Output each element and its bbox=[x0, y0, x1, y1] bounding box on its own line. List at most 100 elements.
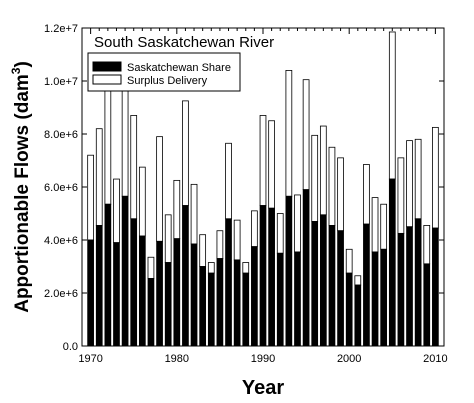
x-tick-label: 2010 bbox=[423, 353, 447, 365]
bar-saskatchewan-share-1977 bbox=[147, 278, 155, 347]
y-tick-label: 8.0e+6 bbox=[44, 129, 78, 141]
bar-surplus-delivery-1991 bbox=[268, 120, 275, 209]
bar-saskatchewan-share-1976 bbox=[138, 235, 146, 347]
bar-surplus-delivery-1995 bbox=[302, 79, 310, 191]
bar-saskatchewan-share-1975 bbox=[130, 218, 138, 347]
bar-saskatchewan-share-2000 bbox=[345, 272, 353, 347]
x-axis-title: Year bbox=[242, 377, 284, 399]
bar-surplus-delivery-2008 bbox=[414, 138, 422, 220]
bar-surplus-delivery-1974 bbox=[121, 85, 129, 197]
y-axis-title-main: Apportionable Flows (dam bbox=[12, 74, 33, 313]
bar-surplus-delivery-2010 bbox=[432, 126, 439, 229]
bar-surplus-delivery-1984 bbox=[207, 262, 215, 274]
bar-surplus-delivery-1970 bbox=[87, 154, 94, 241]
x-axis-ticks: 1970 1980 1990 2000 2010 bbox=[78, 28, 448, 365]
bar-surplus-delivery-1987 bbox=[233, 219, 241, 261]
bar-saskatchewan-share-1998 bbox=[328, 225, 336, 347]
x-tick-label: 2000 bbox=[337, 353, 361, 365]
bar-surplus-delivery-1982 bbox=[190, 183, 198, 245]
bar-surplus-delivery-1977 bbox=[147, 256, 155, 279]
bar-surplus-delivery-1978 bbox=[156, 136, 163, 242]
bar-surplus-delivery-1975 bbox=[130, 115, 138, 220]
y-axis-title-end: ) bbox=[12, 61, 33, 67]
bar-surplus-delivery-1972 bbox=[104, 85, 112, 205]
y-tick-label: 0.0 bbox=[63, 341, 78, 353]
bar-surplus-delivery-1986 bbox=[225, 142, 232, 220]
bar-saskatchewan-share-1990 bbox=[259, 205, 267, 347]
bar-saskatchewan-share-2004 bbox=[380, 248, 388, 347]
bar-saskatchewan-share-1984 bbox=[207, 272, 215, 347]
bar-surplus-delivery-1990 bbox=[259, 115, 267, 206]
y-tick-label: 1.0e+7 bbox=[44, 76, 78, 88]
bar-surplus-delivery-1989 bbox=[251, 210, 258, 248]
bar-saskatchewan-share-2006 bbox=[397, 232, 405, 347]
bar-saskatchewan-share-1972 bbox=[104, 203, 112, 347]
bar-saskatchewan-share-1987 bbox=[233, 259, 241, 347]
bar-surplus-delivery-1996 bbox=[311, 134, 319, 222]
bar-saskatchewan-share-1973 bbox=[113, 242, 120, 347]
y-tick-label: 1.2e+7 bbox=[44, 23, 78, 35]
bar-saskatchewan-share-1986 bbox=[225, 218, 232, 347]
y-axis-title: Apportionable Flows (dam3) bbox=[9, 61, 33, 313]
bar-saskatchewan-share-1999 bbox=[337, 230, 344, 347]
bar-surplus-delivery-1994 bbox=[294, 194, 301, 253]
bar-surplus-delivery-1976 bbox=[138, 166, 146, 237]
bar-surplus-delivery-1997 bbox=[319, 125, 327, 216]
bar-surplus-delivery-2007 bbox=[406, 140, 413, 228]
y-tick-label: 2.0e+6 bbox=[44, 288, 78, 300]
bar-surplus-delivery-1985 bbox=[216, 230, 224, 259]
y-tick-label: 6.0e+6 bbox=[44, 182, 78, 194]
bar-surplus-delivery-2006 bbox=[397, 157, 405, 234]
bar-saskatchewan-share-1981 bbox=[182, 205, 189, 347]
bar-saskatchewan-share-1983 bbox=[199, 266, 207, 347]
legend-label-surplus-delivery: Surplus Delivery bbox=[127, 75, 208, 87]
y-axis-title-superscript: 3 bbox=[9, 67, 23, 74]
x-tick-label: 1990 bbox=[251, 353, 275, 365]
bar-surplus-delivery-1980 bbox=[173, 179, 181, 240]
bar-surplus-delivery-1998 bbox=[328, 146, 336, 226]
bar-surplus-delivery-1999 bbox=[337, 157, 344, 232]
legend-box bbox=[87, 52, 241, 92]
y-axis-ticks: 0.0 2.0e+6 4.0e+6 6.0e+6 8.0e+6 1.0e+7 1.2e+7 bbox=[44, 23, 444, 353]
bar-saskatchewan-share-2007 bbox=[406, 226, 413, 347]
bar-surplus-delivery-2003 bbox=[371, 197, 379, 253]
bar-saskatchewan-share-1991 bbox=[268, 207, 275, 347]
bar-saskatchewan-share-1988 bbox=[242, 272, 250, 347]
bar-saskatchewan-share-1980 bbox=[173, 238, 181, 347]
bar-saskatchewan-share-1979 bbox=[164, 262, 172, 347]
bar-saskatchewan-share-2002 bbox=[363, 223, 370, 347]
bar-surplus-delivery-1981 bbox=[182, 100, 189, 206]
y-tick-label: 4.0e+6 bbox=[44, 235, 78, 247]
bar-saskatchewan-share-1982 bbox=[190, 243, 198, 347]
x-tick-label: 1970 bbox=[78, 353, 102, 365]
bar-surplus-delivery-1973 bbox=[113, 178, 120, 244]
bar-saskatchewan-share-1989 bbox=[251, 246, 258, 347]
bar-surplus-delivery-1993 bbox=[285, 70, 293, 197]
bar-saskatchewan-share-1996 bbox=[311, 221, 319, 347]
bar-saskatchewan-share-1985 bbox=[216, 258, 224, 347]
bar-saskatchewan-share-2003 bbox=[371, 251, 379, 347]
legend-swatch-surplus-delivery bbox=[92, 74, 122, 85]
bar-saskatchewan-share-1974 bbox=[121, 195, 129, 347]
bar-surplus-delivery-1979 bbox=[164, 214, 172, 263]
bar-surplus-delivery-2001 bbox=[354, 275, 362, 286]
bar-saskatchewan-share-2010 bbox=[432, 227, 439, 347]
bar-surplus-delivery-2004 bbox=[380, 203, 388, 250]
bar-surplus-delivery-2009 bbox=[423, 225, 431, 265]
bar-surplus-delivery-1988 bbox=[242, 262, 250, 274]
bar-surplus-delivery-1971 bbox=[95, 128, 103, 226]
bar-saskatchewan-share-1997 bbox=[319, 214, 327, 347]
legend-swatch-saskatchewan-share bbox=[92, 61, 122, 72]
bar-saskatchewan-share-2009 bbox=[423, 263, 431, 347]
bar-saskatchewan-share-1978 bbox=[156, 240, 163, 347]
bar-saskatchewan-share-1994 bbox=[294, 251, 301, 347]
x-tick-label: 1980 bbox=[165, 353, 189, 365]
bar-saskatchewan-share-1995 bbox=[302, 189, 310, 347]
bar-saskatchewan-share-1971 bbox=[95, 225, 103, 347]
bar-saskatchewan-share-2005 bbox=[388, 178, 396, 347]
bar-surplus-delivery-2002 bbox=[363, 164, 370, 225]
bar-surplus-delivery-1992 bbox=[276, 213, 284, 254]
bar-saskatchewan-share-2008 bbox=[414, 218, 422, 347]
bar-surplus-delivery-2005 bbox=[388, 31, 396, 180]
